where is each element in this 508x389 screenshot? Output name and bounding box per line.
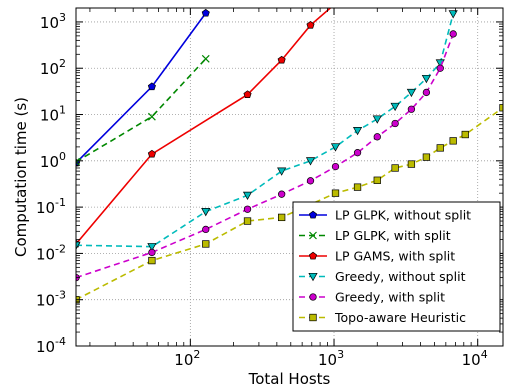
data-point [448, 10, 458, 19]
data-point [332, 0, 339, 7]
y-tick-label: 100 [40, 150, 66, 171]
data-point [147, 243, 157, 252]
series-3 [76, 10, 458, 252]
data-point [277, 167, 287, 176]
data-point [372, 115, 382, 124]
grid [76, 8, 503, 346]
data-point [278, 190, 286, 198]
data-point [147, 82, 156, 91]
legend-entry: Greedy, with split [299, 290, 445, 305]
x-tick-label: 104 [462, 348, 488, 369]
data-point [390, 102, 400, 112]
legend-entry: LP GLPK, without split [299, 208, 471, 223]
series-5 [76, 104, 503, 304]
data-point [202, 225, 210, 234]
y-tick-label: 10-4 [36, 335, 66, 356]
legend: LP GLPK, without split LP GLPK, with spli… [292, 201, 501, 332]
legend-marker [308, 251, 318, 260]
data-point [201, 8, 210, 17]
data-point [76, 241, 81, 250]
y-tick-label: 10-3 [36, 289, 66, 310]
data-point [436, 64, 444, 72]
data-point [76, 157, 80, 166]
legend-entry: Topo-aware Heuristic [299, 310, 466, 325]
series-layer [76, 0, 503, 304]
series-line [76, 33, 454, 279]
data-point [306, 20, 315, 29]
x-axis-title: Total Hosts [248, 370, 331, 388]
data-point [331, 162, 340, 171]
legend-box [292, 201, 501, 332]
legend-marker [308, 272, 318, 282]
legend-entry: LP GLPK, with split [299, 228, 451, 243]
data-point [407, 160, 416, 168]
data-point [331, 189, 340, 197]
data-point [201, 54, 210, 63]
data-point [330, 143, 341, 152]
y-tick-label: 101 [40, 104, 66, 125]
data-point [449, 137, 457, 145]
x-tick-label: 102 [174, 348, 200, 369]
plot-frame [75, 7, 504, 347]
data-point [353, 149, 362, 157]
series-1 [76, 54, 210, 166]
data-point [243, 217, 252, 225]
data-point [422, 153, 431, 161]
data-point [148, 256, 156, 265]
y-tick-label: 102 [40, 57, 66, 78]
legend-label: Topo-aware Heuristic [334, 310, 466, 325]
series-line [76, 12, 207, 164]
data-point [242, 191, 253, 201]
series-line [76, 58, 207, 163]
data-point [499, 104, 503, 112]
legend-label: LP GLPK, with split [335, 228, 451, 243]
x-tick-label: 103 [318, 348, 344, 369]
legend-label: LP GAMS, with split [335, 249, 455, 264]
data-point [406, 88, 416, 98]
data-point [147, 149, 156, 158]
data-point [461, 130, 469, 139]
data-point [391, 119, 399, 128]
data-point [306, 177, 315, 185]
data-point [449, 30, 457, 38]
y-tick-label: 103 [40, 11, 66, 32]
legend-entry: Greedy, without split [299, 269, 466, 284]
data-point [422, 88, 431, 97]
data-point [436, 144, 444, 152]
series-4 [76, 30, 457, 282]
data-point [407, 105, 416, 113]
data-point [243, 90, 252, 98]
data-point [373, 133, 381, 141]
data-point [373, 176, 381, 184]
y-axis-title: Computation time (s) [12, 97, 30, 257]
data-point [148, 248, 156, 257]
data-point [421, 74, 431, 84]
legend-label: LP GLPK, without split [335, 208, 471, 223]
data-point [201, 208, 211, 217]
data-point [353, 183, 362, 191]
y-tick-label: 10-2 [36, 242, 66, 263]
data-point [391, 164, 399, 172]
data-point [202, 240, 210, 248]
data-point [277, 55, 286, 64]
data-point [352, 127, 363, 136]
data-point [305, 157, 316, 166]
data-point [147, 112, 156, 121]
series-line [76, 8, 332, 245]
legend-marker [309, 313, 317, 322]
ticks: 102 103 104 10-4 10-3 10-2 10-1 100 101 102 103 [36, 7, 503, 369]
legend-marker [309, 293, 317, 301]
series-0 [76, 8, 210, 167]
legend-marker [308, 210, 318, 219]
legend-entry: LP GAMS, with split [299, 249, 455, 264]
data-point [243, 205, 252, 213]
y-tick-label: 10-1 [36, 196, 66, 217]
legend-marker [309, 231, 317, 240]
legend-label: Greedy, with split [335, 290, 445, 305]
legend-label: Greedy, without split [335, 269, 466, 284]
data-point [278, 213, 286, 222]
